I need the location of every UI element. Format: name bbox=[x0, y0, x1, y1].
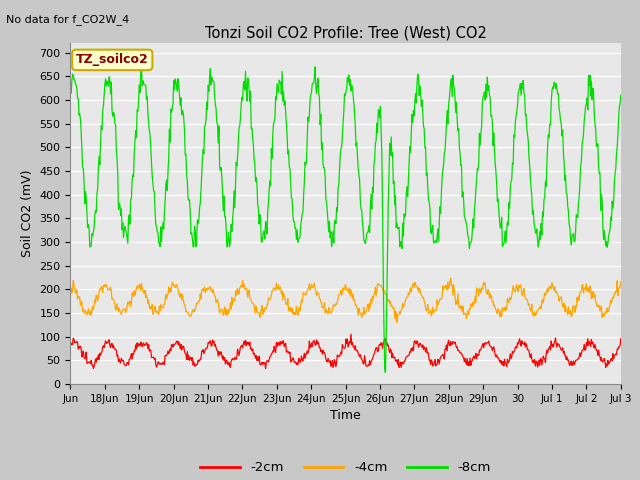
-2cm bbox=[281, 342, 289, 348]
Text: No data for f_CO2W_4: No data for f_CO2W_4 bbox=[6, 14, 130, 25]
Legend: -2cm, -4cm, -8cm: -2cm, -4cm, -8cm bbox=[195, 456, 496, 480]
-8cm bbox=[67, 85, 74, 91]
-2cm bbox=[260, 360, 268, 365]
-8cm bbox=[233, 163, 241, 169]
Text: TZ_soilco2: TZ_soilco2 bbox=[76, 53, 148, 66]
-8cm bbox=[435, 239, 442, 244]
-2cm bbox=[67, 342, 74, 348]
-4cm bbox=[280, 292, 288, 298]
-4cm bbox=[617, 279, 625, 285]
-4cm bbox=[131, 292, 139, 298]
-8cm bbox=[138, 64, 145, 70]
-2cm bbox=[131, 348, 139, 354]
-4cm bbox=[403, 294, 411, 300]
-2cm bbox=[435, 358, 442, 363]
-2cm bbox=[404, 353, 412, 359]
-4cm bbox=[67, 286, 74, 292]
Line: -2cm: -2cm bbox=[70, 334, 621, 369]
-8cm bbox=[281, 98, 289, 104]
-4cm bbox=[260, 306, 268, 312]
-8cm bbox=[617, 92, 625, 98]
Title: Tonzi Soil CO2 Profile: Tree (West) CO2: Tonzi Soil CO2 Profile: Tree (West) CO2 bbox=[205, 25, 486, 41]
-2cm bbox=[617, 336, 625, 341]
-2cm bbox=[232, 357, 240, 362]
Line: -4cm: -4cm bbox=[70, 278, 621, 323]
X-axis label: Time: Time bbox=[330, 409, 361, 422]
-2cm bbox=[347, 331, 355, 337]
Y-axis label: Soil CO2 (mV): Soil CO2 (mV) bbox=[21, 170, 34, 257]
-2cm bbox=[262, 366, 269, 372]
-8cm bbox=[404, 194, 412, 200]
-4cm bbox=[434, 302, 442, 308]
Line: -8cm: -8cm bbox=[70, 67, 621, 372]
-8cm bbox=[131, 139, 139, 144]
-8cm bbox=[381, 370, 389, 375]
-8cm bbox=[260, 228, 268, 234]
-4cm bbox=[393, 320, 401, 325]
-4cm bbox=[447, 275, 454, 281]
-4cm bbox=[232, 288, 240, 293]
